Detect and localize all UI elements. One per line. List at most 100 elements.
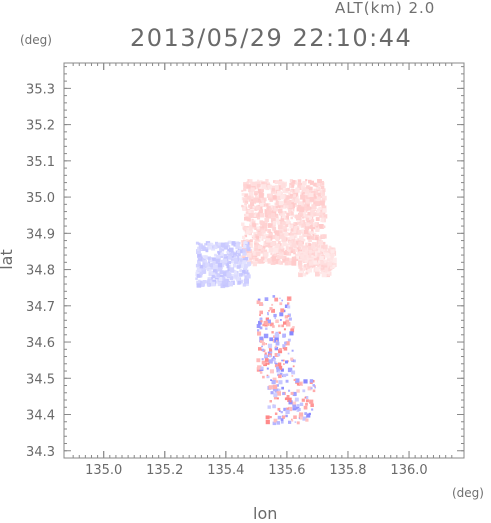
data-cell — [321, 272, 327, 278]
data-cell — [244, 275, 249, 280]
data-cell — [272, 235, 277, 240]
data-cell — [287, 315, 290, 318]
data-cell — [204, 255, 208, 259]
data-cell — [299, 402, 304, 406]
data-cell — [278, 324, 281, 328]
data-cell — [296, 389, 300, 393]
data-cell — [305, 199, 311, 204]
data-cell — [292, 404, 297, 409]
data-cell — [260, 189, 264, 193]
data-cell — [304, 255, 307, 258]
data-cell — [278, 208, 283, 214]
data-cell — [307, 187, 311, 192]
data-cell — [210, 270, 216, 276]
data-cell — [298, 247, 302, 250]
data-cell — [280, 368, 284, 372]
data-cell — [217, 242, 221, 246]
data-cell — [244, 213, 247, 217]
data-cell — [268, 230, 271, 233]
data-cell — [233, 258, 238, 262]
data-cell — [244, 200, 249, 204]
data-cell — [207, 261, 211, 264]
data-cell — [209, 280, 213, 283]
data-cell — [321, 182, 325, 185]
data-cell — [248, 213, 254, 218]
data-cell — [221, 277, 225, 281]
data-cell — [223, 278, 227, 282]
data-cell — [259, 201, 262, 204]
data-cell — [243, 184, 248, 189]
data-cell — [257, 183, 261, 188]
data-cell — [256, 324, 261, 328]
data-cell — [257, 245, 262, 250]
data-cell — [257, 179, 260, 182]
data-cell — [300, 230, 304, 234]
data-cell — [298, 265, 303, 269]
data-cell — [288, 389, 291, 392]
data-cell — [249, 179, 253, 183]
data-cell — [266, 375, 269, 379]
data-cell — [211, 246, 216, 251]
data-cell — [292, 214, 295, 217]
data-cell — [271, 188, 275, 192]
data-cell — [314, 386, 316, 389]
data-cell — [211, 274, 215, 279]
data-cell — [283, 211, 287, 214]
data-cell — [300, 268, 303, 271]
data-cell — [310, 403, 314, 407]
data-cell — [314, 251, 320, 256]
data-cell — [317, 245, 321, 249]
data-cell — [283, 363, 285, 365]
data-cell — [300, 254, 305, 259]
data-cell — [268, 359, 273, 364]
data-cell — [209, 263, 213, 267]
data-cell — [198, 263, 201, 266]
data-cell — [197, 248, 200, 251]
data-cell — [324, 252, 330, 258]
x-axis-unit: (deg) — [452, 486, 484, 500]
data-cell — [271, 380, 276, 385]
data-cell — [287, 352, 290, 355]
data-cell — [292, 401, 297, 406]
data-cell — [260, 202, 264, 207]
data-cell — [313, 195, 317, 199]
data-cell — [291, 249, 296, 254]
data-cell — [234, 273, 239, 278]
data-cell — [316, 225, 319, 228]
data-cell — [255, 181, 261, 187]
data-cell — [211, 277, 214, 280]
data-cell — [298, 241, 303, 246]
data-cell — [226, 272, 231, 277]
data-cell — [270, 252, 273, 255]
data-cell — [272, 195, 277, 200]
data-cell — [228, 281, 233, 287]
data-cell — [217, 250, 220, 254]
data-cell — [299, 416, 303, 420]
data-cell — [201, 266, 206, 271]
data-cell — [272, 421, 277, 426]
data-cell — [315, 227, 320, 232]
data-cell — [242, 197, 248, 203]
data-cell — [320, 267, 324, 271]
data-cell — [269, 194, 273, 198]
data-cell — [319, 200, 325, 206]
data-cell — [297, 238, 300, 241]
data-cell — [312, 384, 315, 387]
data-cell — [276, 384, 279, 387]
data-cell — [321, 245, 325, 249]
plot-axes: 135.0 135.2 135.4 135.6 135.8 136.0 34.3 34.4 34… — [26, 62, 465, 478]
data-cell — [316, 208, 320, 211]
data-cell — [309, 231, 313, 234]
data-cell — [274, 193, 278, 197]
data-cell — [288, 317, 292, 321]
data-cell — [257, 235, 262, 239]
data-cell — [243, 226, 247, 231]
data-cell — [317, 196, 321, 201]
data-cell — [296, 253, 300, 258]
data-cell — [309, 197, 315, 202]
data-cell — [270, 260, 276, 265]
data-cell — [272, 377, 277, 382]
data-cell — [209, 259, 213, 262]
data-cell — [306, 256, 311, 262]
data-cell — [291, 375, 294, 377]
